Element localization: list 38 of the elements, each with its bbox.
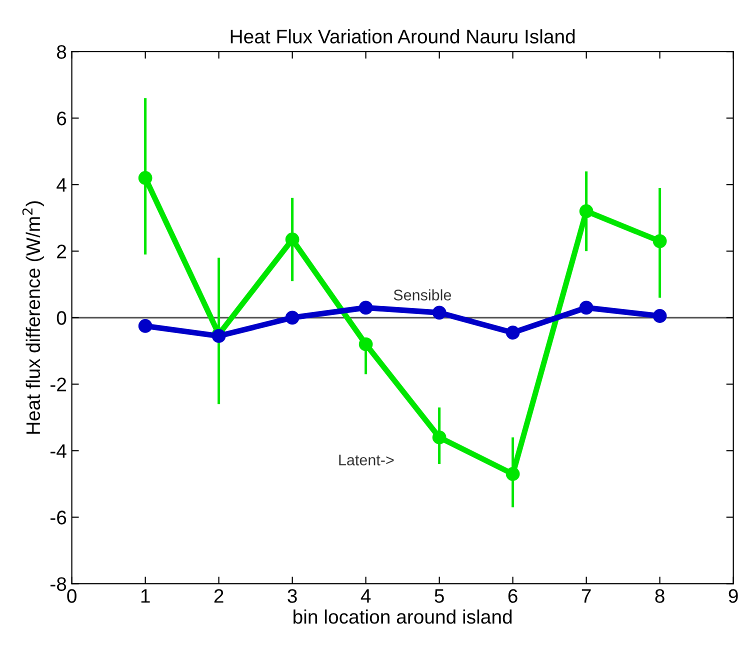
- point: [506, 326, 520, 340]
- point: [285, 310, 300, 325]
- annotation: Sensible: [394, 289, 452, 300]
- point: [506, 467, 520, 481]
- y-tick-label: -2: [50, 378, 66, 392]
- chart-title: Heat Flux Variation Around Nauru Island: [230, 29, 575, 44]
- x-axis-title: bin location around island: [294, 609, 512, 624]
- point: [138, 171, 152, 185]
- x-tick-label: 1: [141, 589, 150, 603]
- point: [358, 337, 373, 352]
- annotation: Latent->: [339, 454, 394, 466]
- x-tick-label: 0: [67, 589, 76, 603]
- point: [579, 204, 594, 218]
- x-tick-label: 4: [360, 589, 371, 603]
- y-tick-label: -6: [50, 510, 66, 524]
- x-tick-label: 6: [508, 589, 518, 603]
- x-tick-label: 7: [582, 589, 591, 603]
- point: [579, 300, 594, 315]
- x-tick-label: 8: [655, 589, 664, 603]
- y-tick-label: 6: [57, 112, 66, 126]
- point: [652, 234, 667, 248]
- point: [652, 309, 667, 323]
- y-tick-label: 8: [56, 45, 66, 59]
- point: [285, 232, 300, 246]
- point: [138, 319, 152, 333]
- y-tick-label: -8: [50, 577, 66, 591]
- point: [358, 300, 373, 315]
- y-axis-title: Heat flux difference (W/m$^{2}$): [22, 201, 44, 434]
- y-tick-label: 4: [56, 178, 66, 192]
- y-tick-label: 0: [56, 311, 66, 325]
- x-tick-label: 2: [214, 589, 224, 603]
- x-tick-label: 3: [288, 589, 297, 603]
- x-tick-label: 9: [728, 589, 738, 603]
- y-tick-label: -4: [50, 444, 66, 458]
- x-tick-label: 5: [434, 589, 444, 603]
- point: [432, 306, 446, 320]
- y-tick-label: 2: [57, 244, 66, 258]
- point: [432, 430, 446, 444]
